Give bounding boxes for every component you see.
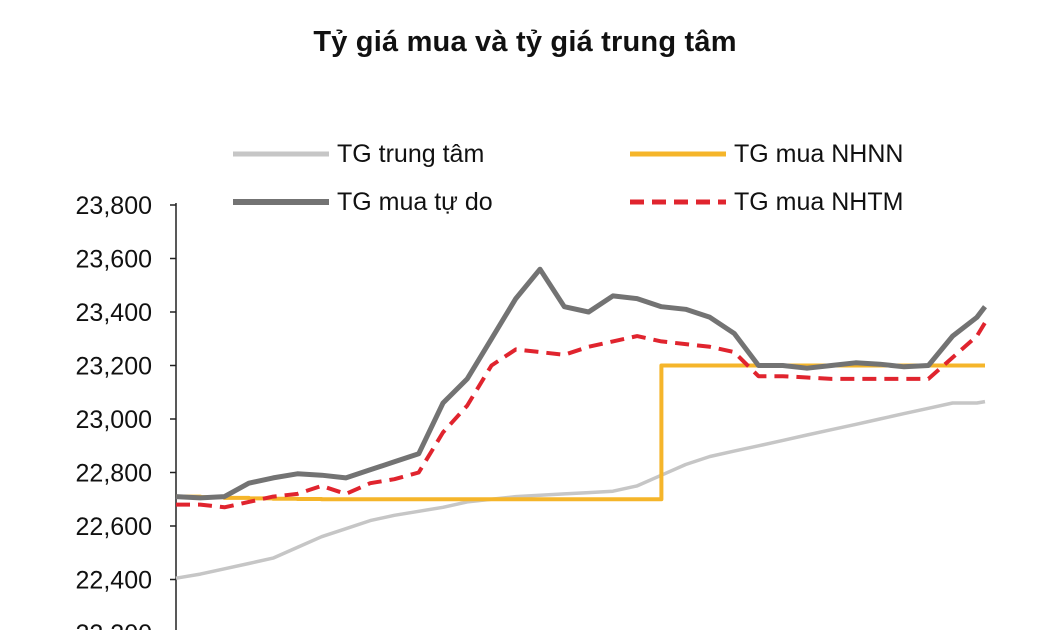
y-tick-label: 23,400 xyxy=(76,299,152,327)
legend-item-tg-trung-tam: TG trung tâm xyxy=(233,140,484,168)
y-tick-label: 22,400 xyxy=(76,567,152,595)
legend-swatch-tg-mua-nhnn xyxy=(630,151,726,157)
legend-label-tg-trung-tam: TG trung tâm xyxy=(337,139,485,168)
legend-label-tg-mua-nhnn: TG mua NHNN xyxy=(734,139,904,168)
series-line-3 xyxy=(176,321,987,510)
legend-label-tg-mua-tu-do: TG mua tự do xyxy=(337,187,493,216)
series-line-2 xyxy=(175,266,987,501)
y-tick-label: 22,600 xyxy=(76,513,152,541)
legend-swatch-tg-mua-tu-do xyxy=(233,199,329,205)
legend-swatch-tg-mua-nhtm xyxy=(630,199,726,205)
series-line-0 xyxy=(175,399,986,580)
y-tick-label: 22,800 xyxy=(76,460,152,488)
legend-item-tg-mua-nhnn: TG mua NHNN xyxy=(630,140,903,168)
y-tick-label: 23,600 xyxy=(76,246,152,274)
y-tick-label: 22,200 xyxy=(76,620,152,630)
y-tick-label: 23,000 xyxy=(76,406,152,434)
y-tick-label: 23,200 xyxy=(76,353,152,381)
legend-item-tg-mua-tu-do: TG mua tự do xyxy=(233,188,493,216)
chart-title: Tỷ giá mua và tỷ giá trung tâm xyxy=(313,26,737,58)
legend-swatch-tg-trung-tam xyxy=(233,151,329,157)
series-line-1 xyxy=(176,363,985,502)
legend-item-tg-mua-nhtm: TG mua NHTM xyxy=(630,188,903,216)
y-tick-label: 23,800 xyxy=(76,192,152,220)
legend-label-tg-mua-nhtm: TG mua NHTM xyxy=(734,187,904,216)
